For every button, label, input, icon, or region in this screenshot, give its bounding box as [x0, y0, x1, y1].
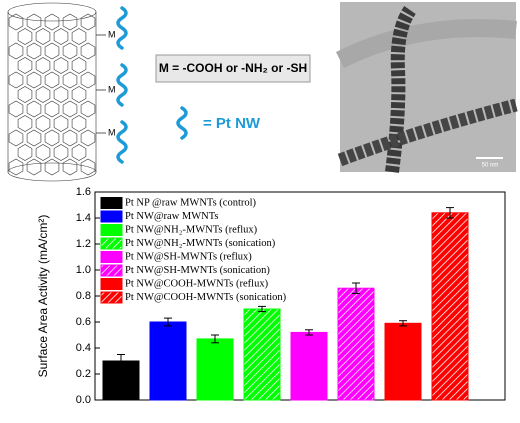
m-label: M [108, 127, 116, 137]
error-bar [352, 282, 360, 294]
pt-nw-wires [116, 6, 188, 164]
bar [290, 331, 328, 401]
legend-label: Pt NW@SH-MWNTs (sonication) [125, 265, 270, 276]
legend-label: Pt NP @raw MWNTs (control) [125, 197, 257, 208]
scale-bar-label: 50 nm [482, 163, 499, 169]
m-label: M [108, 29, 116, 39]
y-tick-label: 0.6 [76, 316, 91, 328]
tem-image: 50 nm [335, 2, 518, 173]
error-bar [446, 207, 454, 219]
bar [149, 321, 187, 401]
legend-swatch [100, 291, 123, 304]
y-tick-label: 0.0 [76, 394, 91, 406]
bar [384, 322, 422, 401]
legend-label: Pt NW@raw MWNTs [125, 211, 219, 222]
legend-label: Pt NW@COOH-MWNTs (sonication) [125, 292, 287, 303]
m-label: M [108, 84, 116, 94]
definition-box [155, 54, 311, 83]
bar [243, 308, 281, 401]
legend-swatch [100, 278, 123, 290]
legend-swatch [100, 197, 123, 209]
legend-swatch [100, 224, 123, 236]
legend-swatch [100, 237, 123, 250]
y-tick-label: 1.6 [76, 186, 91, 198]
error-bar [305, 329, 313, 336]
pt-nw-label: = Pt NW [203, 115, 261, 132]
y-axis-label: Surface Area Activity (mA/cm²) [36, 215, 50, 378]
legend-label: Pt NW@SH-MWNTs (reflux) [125, 251, 252, 262]
legend-swatch [100, 264, 123, 277]
definition-text: M = -COOH or -NH₂ or -SH [159, 61, 307, 75]
y-tick-label: 1.0 [76, 264, 91, 276]
legend-swatch [100, 210, 123, 223]
y-tick-label: 1.4 [76, 212, 91, 224]
legend-swatch [100, 251, 123, 263]
bar [431, 212, 469, 401]
legend-label: Pt NW@NH₂-MWNTs (sonication) [125, 238, 276, 249]
error-bar [399, 320, 407, 327]
error-bar [258, 305, 266, 313]
error-bar [117, 354, 125, 368]
bar [337, 287, 375, 401]
y-tick-label: 1.2 [76, 238, 91, 250]
y-tick-label: 0.4 [76, 342, 91, 354]
nanotube [7, 2, 97, 182]
y-tick-label: 0.2 [76, 368, 91, 380]
error-bar [164, 317, 172, 327]
y-tick-label: 0.8 [76, 290, 91, 302]
error-bar [211, 334, 219, 344]
legend-label: Pt NW@NH₂-MWNTs (reflux) [125, 224, 258, 235]
bar [196, 338, 234, 401]
legend-label: Pt NW@COOH-MWNTs (reflux) [125, 278, 269, 289]
